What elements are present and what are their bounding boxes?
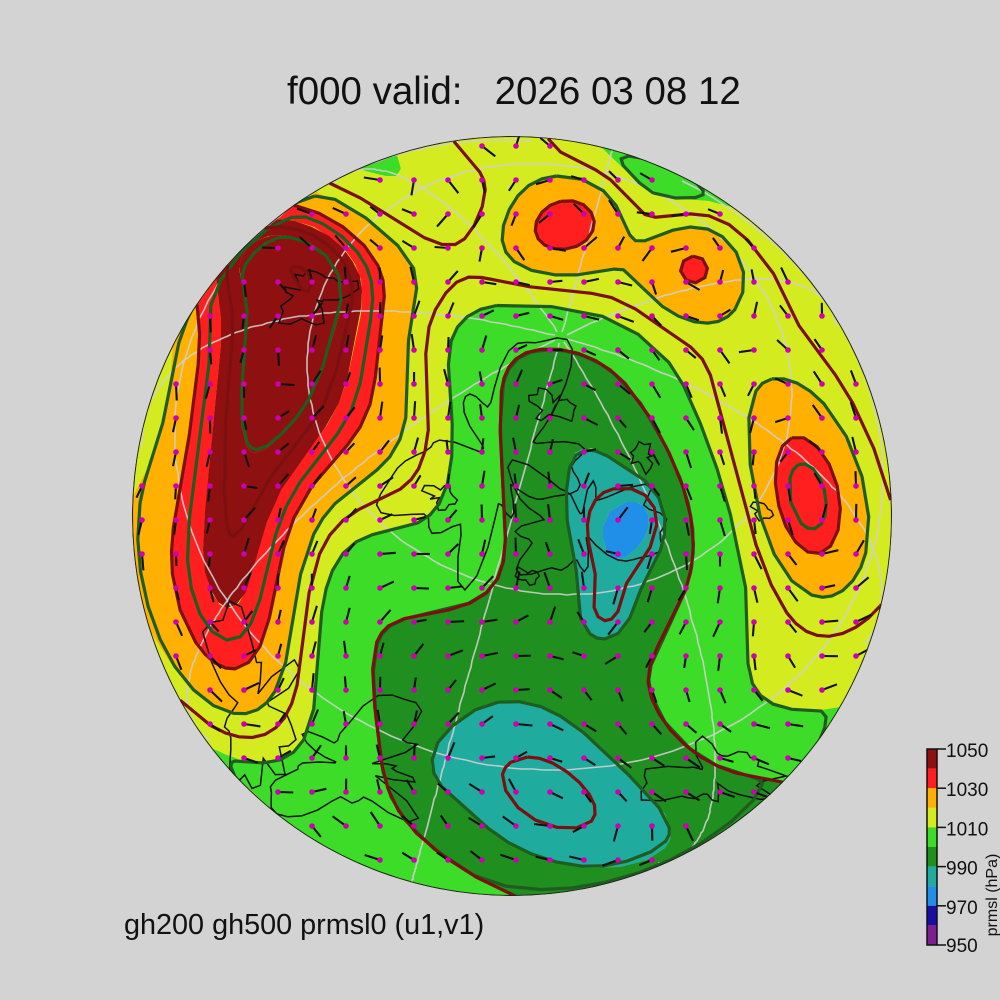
svg-text:1030: 1030 (946, 780, 988, 801)
svg-text:f000 valid: 2026 03 08 12: f000 valid: 2026 03 08 12 (287, 70, 741, 113)
svg-text:gh200 gh500 prmsl0 (u1,v1): gh200 gh500 prmsl0 (u1,v1) (124, 909, 484, 941)
svg-text:1010: 1010 (946, 819, 988, 840)
svg-text:prmsl (hPa): prmsl (hPa) (984, 854, 1000, 937)
svg-text:1050: 1050 (946, 741, 988, 762)
svg-text:970: 970 (946, 898, 978, 919)
svg-text:950: 950 (946, 936, 978, 957)
svg-text:990: 990 (946, 859, 978, 880)
